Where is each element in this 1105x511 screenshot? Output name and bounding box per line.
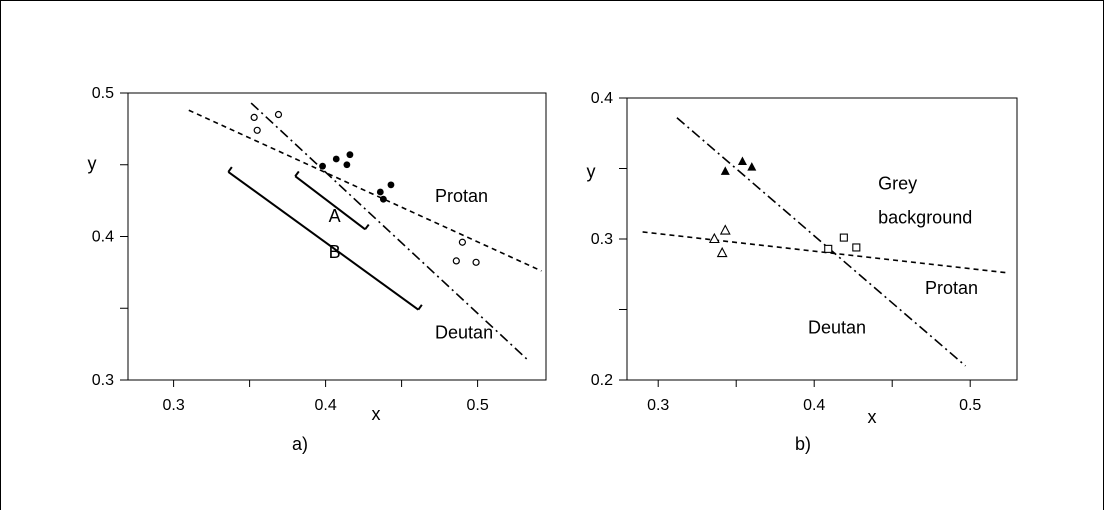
data-point-open-circle [458,238,466,246]
data-point-filled-circle [343,161,351,169]
annotation-deutan: Deutan [808,317,866,337]
data-point-open-circle [250,113,258,121]
x-axis-label: x [372,404,381,424]
panel-label: b) [795,434,811,454]
chart-panel-1 [120,92,547,387]
annotation-b: B [329,242,341,262]
x-tick-label: 0.5 [466,397,488,414]
data-point-open-circle [472,258,480,266]
bracket-cap [364,223,370,230]
data-point-filled-circle [379,195,387,203]
annotation-deutan: Deutan [435,322,493,342]
x-tick-label: 0.3 [647,397,669,414]
bracket-a [294,175,366,231]
data-point-open-triangle [708,232,720,244]
y-tick-label: 0.4 [591,90,613,107]
data-point-filled-circle [346,151,354,159]
data-point-open-circle [274,110,283,119]
annotation-a: A [329,206,341,226]
data-point-filled-triangle [747,162,757,171]
annotation-background: background [878,207,972,227]
plot-area-frame [626,97,1018,381]
annotation-protan: Protan [435,186,488,206]
chart-panel-2 [619,97,1018,387]
data-point-filled-triangle [720,166,730,175]
annotation-grey: Grey [878,174,917,194]
data-point-open-circle [253,126,261,134]
x-tick-label: 0.3 [162,397,184,414]
bracket-b [227,171,419,311]
data-point-filled-circle [387,181,395,189]
deutan-line [250,102,529,361]
data-point-open-square [839,233,848,242]
x-axis-label: x [868,407,877,427]
data-point-open-triangle [716,246,728,258]
panel-label: a) [292,434,308,454]
y-tick-label: 0.2 [591,372,613,389]
x-tick-label: 0.5 [959,397,981,414]
bracket-cap [227,166,233,173]
data-point-filled-triangle [737,156,747,165]
bracket-cap [417,304,423,311]
deutan-line [676,117,967,367]
y-axis-label: y [587,161,596,181]
x-tick-label: 0.4 [803,397,825,414]
data-point-filled-circle [319,162,326,170]
annotation-protan: Protan [925,278,978,298]
y-tick-label: 0.3 [591,231,613,248]
data-point-filled-circle [376,188,384,196]
data-point-open-square [824,244,833,253]
x-tick-label: 0.4 [314,397,336,414]
data-point-filled-circle [332,155,340,163]
data-point-open-circle [452,257,460,265]
y-tick-label: 0.4 [92,229,114,246]
y-axis-label: y [88,153,97,173]
data-point-open-square [852,243,861,252]
data-point-open-triangle [719,224,731,235]
protan-line [188,109,542,272]
y-tick-label: 0.5 [92,85,114,102]
y-tick-label: 0.3 [92,372,114,389]
bracket-cap [294,170,300,177]
